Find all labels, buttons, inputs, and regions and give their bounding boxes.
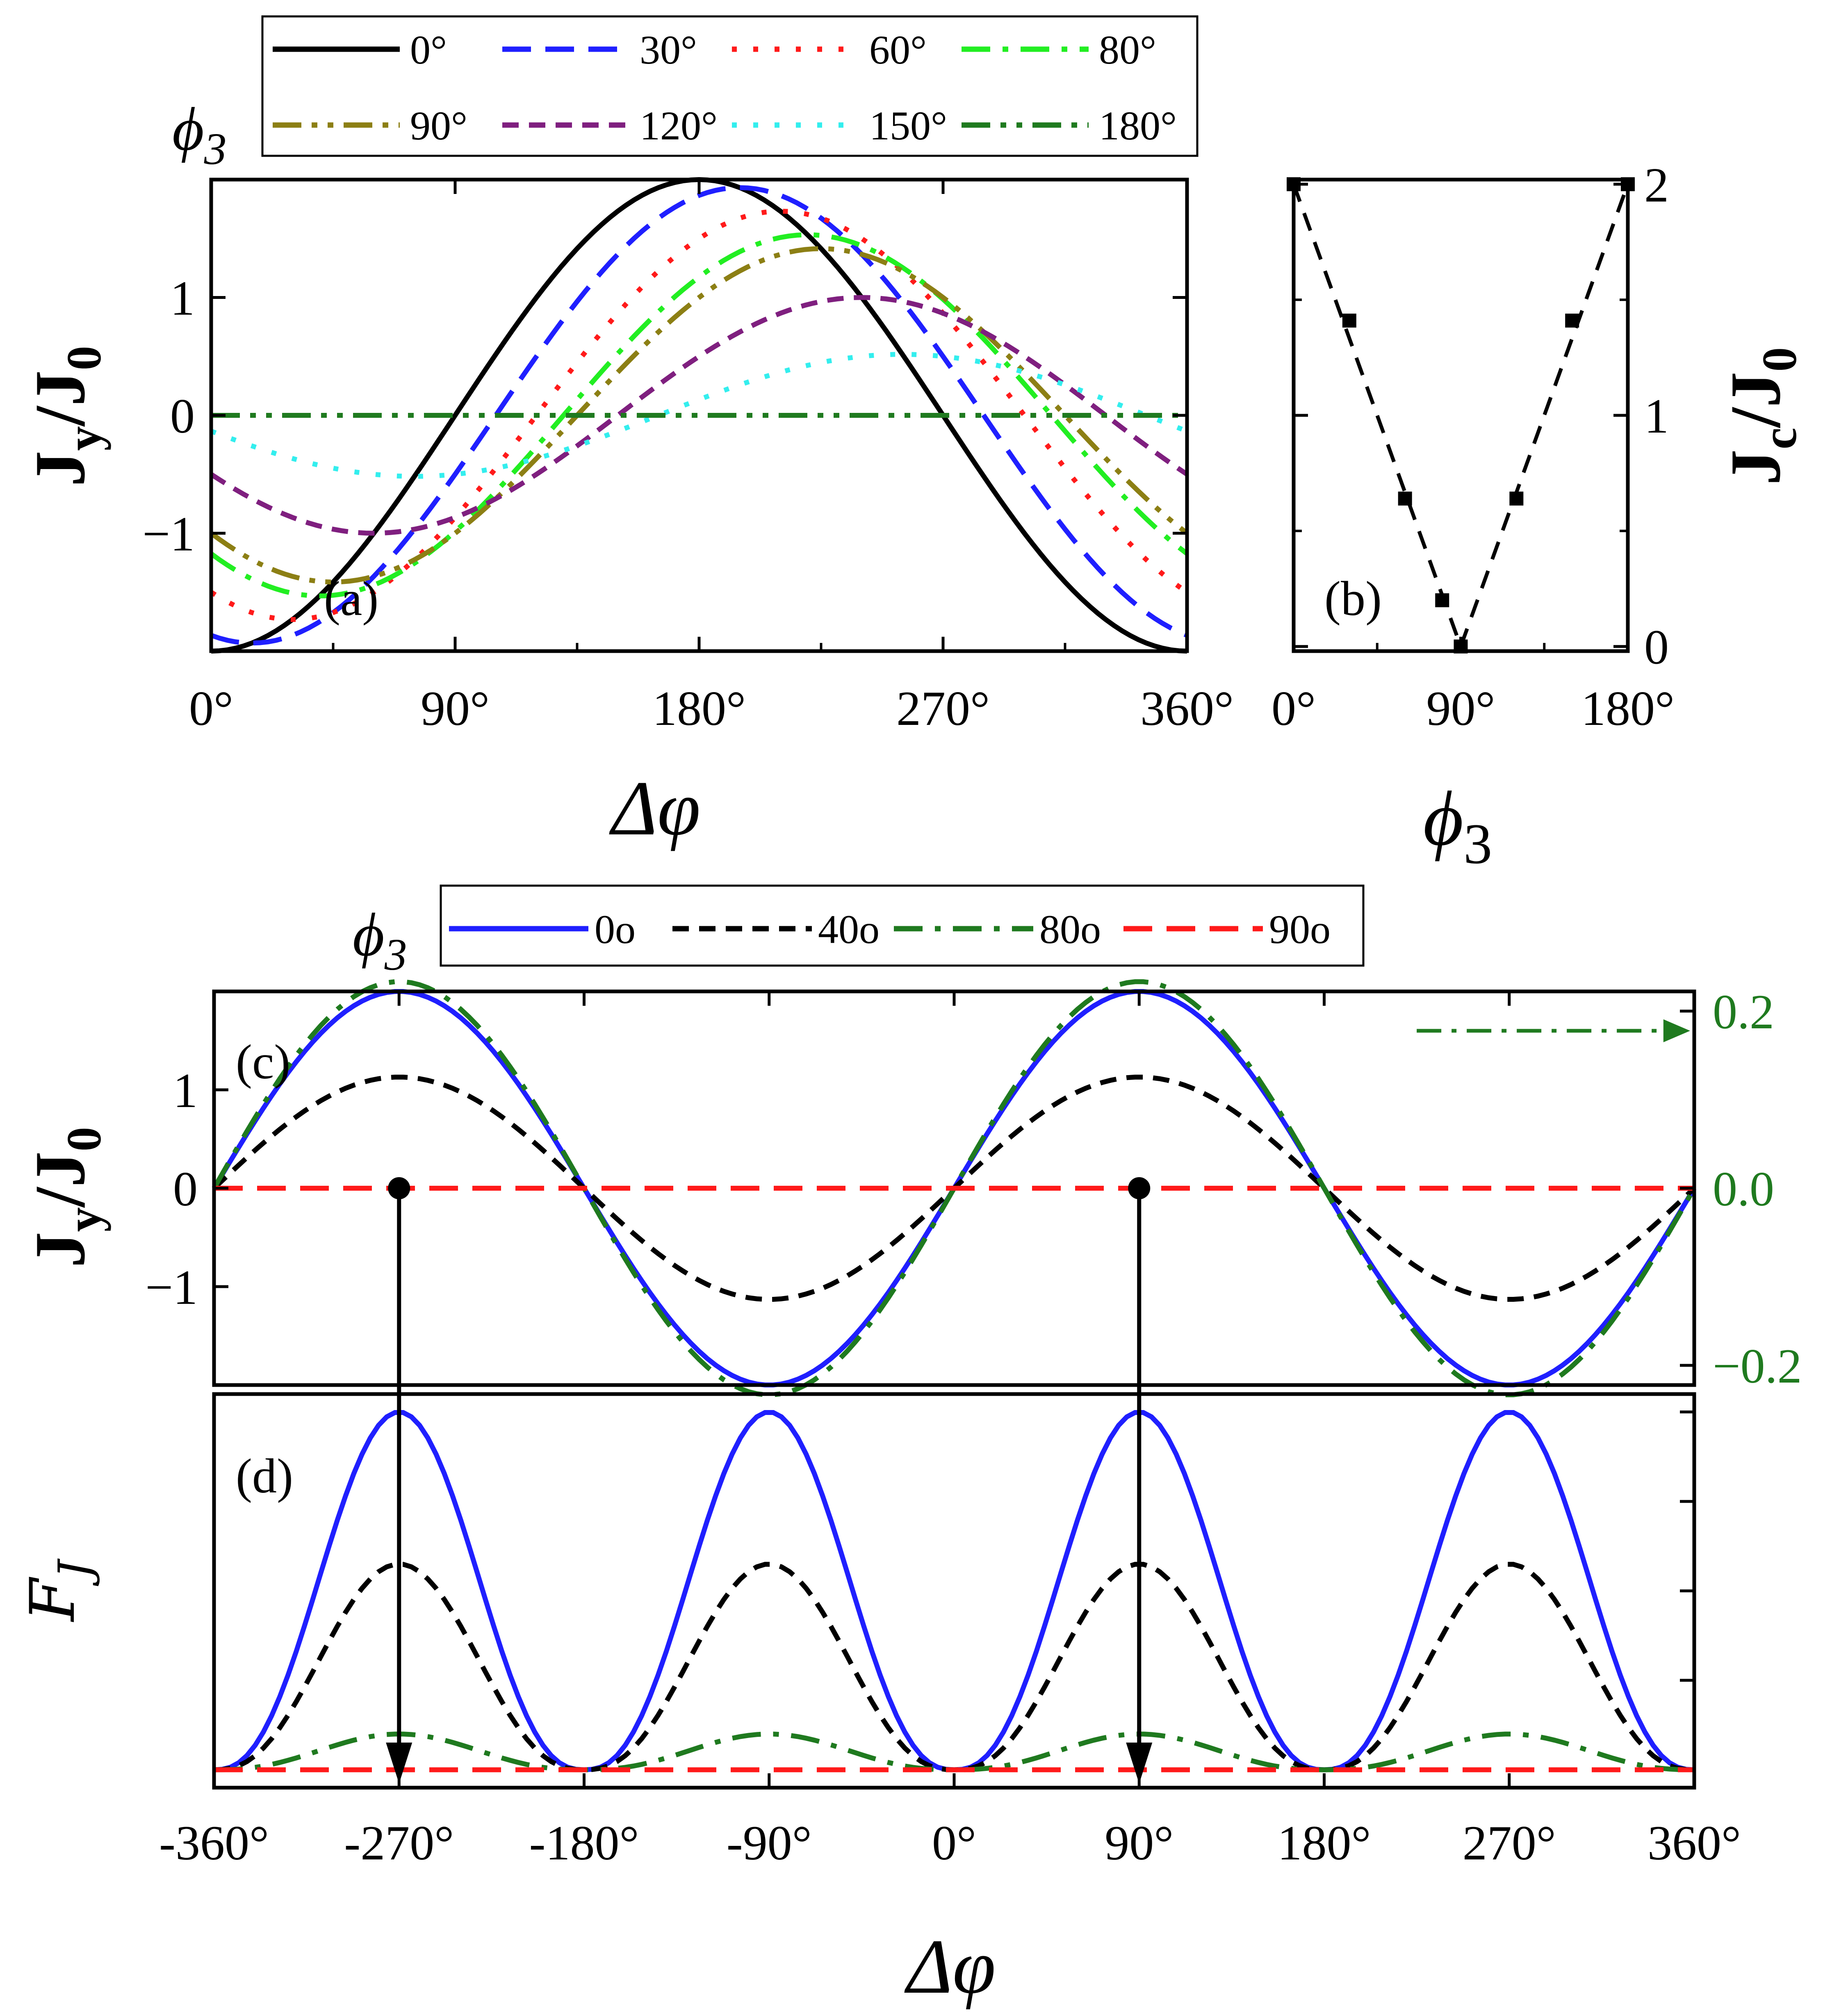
panel-b-point bbox=[1398, 491, 1412, 506]
panel-c-right-ytick-label: 0.2 bbox=[1713, 984, 1774, 1039]
panel-a-series-60 bbox=[210, 208, 1189, 622]
link-arrows bbox=[386, 1188, 1153, 1784]
legend-top-label: 120° bbox=[640, 103, 718, 148]
panel-a-xtick-label: 360° bbox=[1140, 681, 1234, 736]
panel-c: −1 0 1 0.2 0.0 −0.2 (c) Jy/J0 bbox=[20, 979, 1802, 1397]
panel-a-series-120 bbox=[210, 295, 1189, 536]
link-arrow-head bbox=[1126, 1743, 1153, 1784]
panel-c-right-ytick-label: −0.2 bbox=[1713, 1339, 1802, 1393]
panel-b-ticks: 0° 90° 180° 0 1 2 bbox=[1271, 157, 1675, 736]
legend-bottom-label: 0o bbox=[595, 907, 636, 952]
link-arrow-head bbox=[386, 1743, 412, 1784]
panel-b-fit-line bbox=[1292, 183, 1630, 652]
panel-a-xtick-label: 270° bbox=[896, 681, 990, 736]
panel-d-xlabel: Δφ bbox=[904, 1924, 996, 2010]
panel-d-xtick-label: 360° bbox=[1647, 1816, 1741, 1870]
panel-a-series-90 bbox=[210, 246, 1189, 585]
panel-d: -360° -270° -180° -90° 0° 90° 180° 270° 360° (d)… bbox=[17, 1392, 1741, 2010]
panel-d-xtick-label: 180° bbox=[1278, 1816, 1371, 1870]
panel-d-xtick-label: -90° bbox=[727, 1816, 812, 1870]
panel-b-label: (b) bbox=[1324, 571, 1382, 626]
legend-top-label: 60° bbox=[869, 27, 927, 73]
panel-a-xtick-label: 90° bbox=[421, 681, 490, 736]
legend-top-label: 150° bbox=[869, 103, 947, 148]
panel-d-xtick-label: 270° bbox=[1463, 1816, 1556, 1870]
panel-a-series-30 bbox=[210, 185, 1188, 646]
panel-a-ytick-label: 0 bbox=[170, 389, 195, 443]
legend-bottom-label: 90o bbox=[1269, 907, 1331, 952]
panel-d-xtick-label: 0° bbox=[932, 1816, 976, 1870]
panel-c-axis-arrow-head bbox=[1663, 1019, 1690, 1042]
legend-top-label: 180° bbox=[1099, 103, 1177, 148]
panel-b-ylabel: Jc/J0 bbox=[1716, 347, 1807, 485]
panel-d-label: (d) bbox=[236, 1449, 293, 1503]
panel-d-xtick-label: 90° bbox=[1105, 1816, 1174, 1870]
panel-a-ytick-label: 1 bbox=[170, 271, 195, 326]
legend-top-label: 30° bbox=[640, 27, 697, 73]
panel-c-ytick-label: 0 bbox=[173, 1162, 198, 1216]
legend-top-label: 80° bbox=[1099, 27, 1156, 73]
panel-d-curves bbox=[214, 1410, 1695, 1773]
panel-c-ticks: −1 0 1 0.2 0.0 −0.2 bbox=[145, 984, 1802, 1393]
legend-top-label: 0° bbox=[410, 27, 447, 73]
panel-d-series-1 bbox=[214, 1562, 1695, 1773]
panel-d-ylabel: FJ bbox=[17, 1558, 101, 1622]
legend-bottom-label: 40o bbox=[818, 907, 880, 952]
panel-d-xtick-label: -360° bbox=[159, 1816, 269, 1870]
legend-top-title: ϕ3 bbox=[172, 95, 227, 174]
panel-a-xlabel: Δφ bbox=[609, 766, 701, 852]
panel-a-ticks: 0° 90° 180° 270° 360° −1 0 1 bbox=[142, 180, 1234, 736]
legend-bottom-entries: 0o 40o 80o 90o bbox=[449, 907, 1331, 952]
panel-d-series-2 bbox=[214, 1731, 1695, 1773]
panel-c-ytick-label: 1 bbox=[173, 1063, 198, 1118]
legend-top-box bbox=[261, 15, 1199, 157]
panel-b-ytick-label: 1 bbox=[1644, 389, 1669, 443]
legend-bottom-box bbox=[440, 884, 1365, 967]
panel-a-xtick-label: 0° bbox=[189, 681, 233, 736]
legend-top-entries: 0° 30° 60° 80° 90° 120° 150° 180° bbox=[273, 27, 1177, 148]
panel-b-point bbox=[1509, 491, 1524, 506]
panel-a-series-80 bbox=[210, 232, 1189, 599]
panel-d-xtick-label: -180° bbox=[529, 1816, 639, 1870]
panel-b-point bbox=[1435, 593, 1449, 607]
legend-top-label: 90° bbox=[410, 103, 467, 148]
panel-b-xtick-label: 0° bbox=[1271, 681, 1316, 736]
panel-b-ytick-label: 2 bbox=[1644, 157, 1669, 212]
panel-a-ylabel: Jy/J0 bbox=[20, 346, 111, 487]
panel-d-xtick-label: -270° bbox=[344, 1816, 454, 1870]
legend-bottom-title: ϕ3 bbox=[353, 901, 407, 980]
panel-a-ytick-label: −1 bbox=[142, 507, 195, 561]
panel-b-xtick-label: 180° bbox=[1581, 681, 1675, 736]
panel-c-ytick-label: −1 bbox=[145, 1260, 198, 1315]
panel-c-right-ytick-label: 0.0 bbox=[1713, 1162, 1774, 1216]
panel-a-xtick-label: 180° bbox=[652, 681, 746, 736]
panel-c-label: (c) bbox=[236, 1034, 290, 1089]
panel-c-curves bbox=[212, 979, 1697, 1397]
panel-b-point bbox=[1565, 313, 1579, 328]
panel-a-label: (a) bbox=[324, 571, 378, 626]
panel-b: 0° 90° 180° 0 1 2 (b) ϕ3 Jc/J0 bbox=[1271, 157, 1807, 876]
panel-b-ytick-label: 0 bbox=[1644, 620, 1669, 674]
panel-b-xtick-label: 90° bbox=[1426, 681, 1495, 736]
panel-b-point bbox=[1342, 313, 1356, 328]
panel-d-ticks: -360° -270° -180° -90° 0° 90° 180° 270° 360° bbox=[159, 1410, 1741, 1870]
legend-bottom-label: 80o bbox=[1039, 907, 1101, 952]
panel-c-ylabel: Jy/J0 bbox=[20, 1127, 111, 1268]
legend-bottom: ϕ3 0o 40o 80o 90o bbox=[353, 884, 1365, 980]
legend-top: ϕ3 0° 30° 60° 80° 90° 120° 150° 180° bbox=[172, 15, 1199, 174]
panel-b-xlabel: ϕ3 bbox=[1423, 776, 1492, 876]
panel-a: 0° 90° 180° 270° 360° −1 0 1 (a) Δφ Jy/J0 bbox=[20, 177, 1234, 852]
